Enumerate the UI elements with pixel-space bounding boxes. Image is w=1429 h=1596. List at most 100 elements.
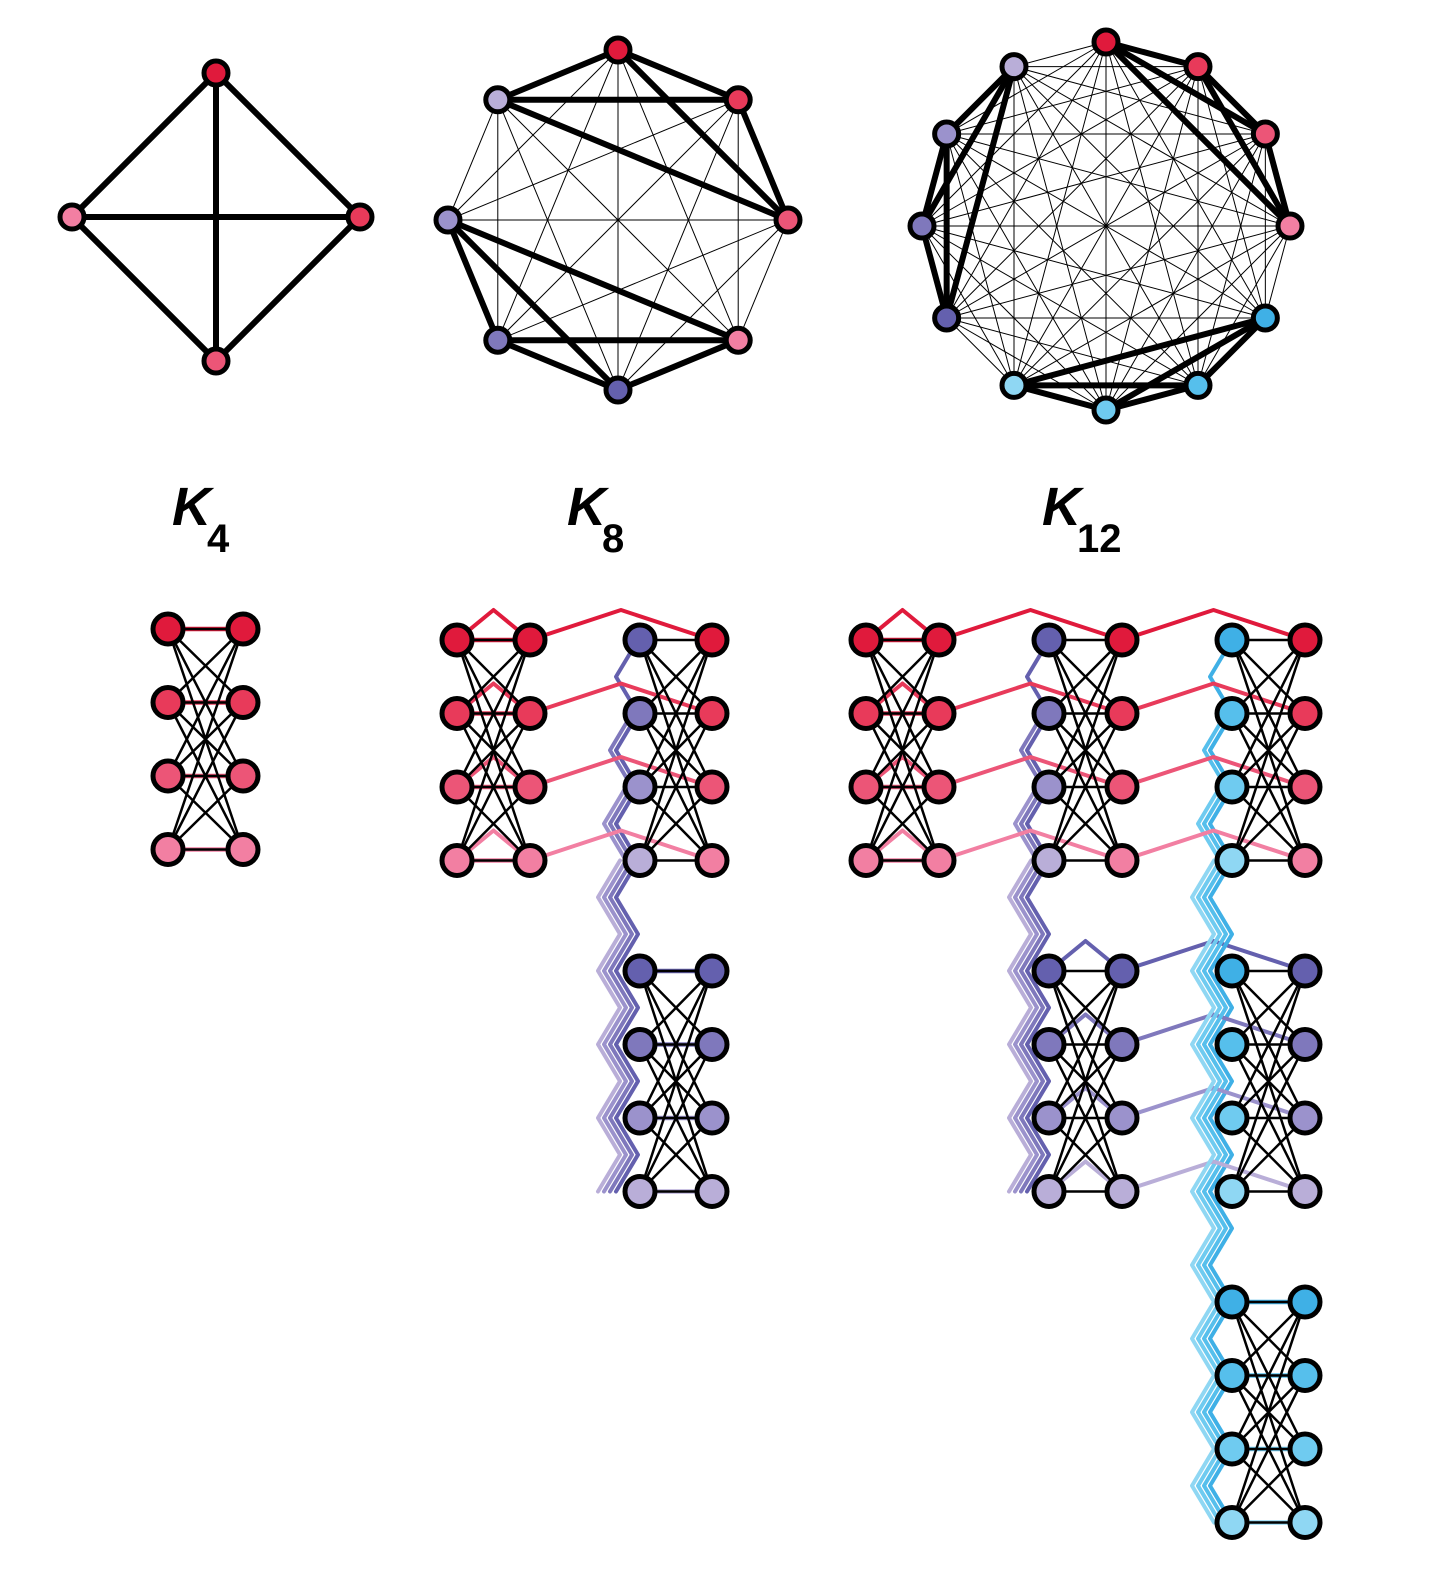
blue-chain: [1190, 858, 1216, 1525]
coupler-edge: [455, 712, 532, 862]
chain-edge: [69, 70, 219, 220]
graph-edge: [946, 225, 1291, 319]
coupler-edge: [166, 627, 245, 778]
vertex: [1275, 211, 1305, 241]
qubit-node: [150, 758, 186, 794]
chain-edge: [494, 47, 621, 103]
qubit-node: [622, 769, 658, 805]
chain-edge: [1103, 39, 1201, 70]
qubit-node: [512, 843, 548, 878]
label-k4: K 4: [172, 477, 230, 561]
coupler-edge: [166, 627, 245, 704]
red-chain: [864, 755, 1307, 789]
vertex: [1250, 303, 1280, 333]
coupler-edge: [1230, 969, 1307, 1193]
qubit-node: [1104, 1027, 1140, 1062]
qubit-node: [622, 622, 658, 658]
qubit-node: [150, 832, 186, 867]
vertex: [999, 370, 1029, 400]
graph-vertices: [57, 27, 1323, 1540]
vertex: [57, 202, 87, 232]
qubit-node: [622, 1027, 658, 1062]
vertex: [932, 303, 962, 333]
qubit-node: [1031, 1027, 1067, 1062]
graph-edge: [1013, 133, 1266, 386]
coupler-edge: [1230, 712, 1307, 862]
chain-edge: [445, 217, 621, 393]
purple-chain: [1007, 858, 1033, 1194]
qubit-node: [694, 622, 730, 658]
qubit-node: [622, 1174, 658, 1209]
qubit-node: [921, 696, 957, 731]
chain-edge: [919, 63, 1017, 229]
red-chain: [455, 828, 714, 863]
qubit-node: [1287, 1431, 1323, 1467]
qubit-node: [1214, 1431, 1250, 1467]
purple-chain: [1047, 939, 1307, 973]
graph-edge: [946, 133, 1107, 411]
vertex: [603, 35, 633, 65]
chain-edge: [494, 96, 791, 223]
purple-chain: [1047, 1159, 1307, 1194]
qubit-node: [1287, 1027, 1323, 1062]
qubit-node: [1287, 769, 1323, 805]
coupler-edge: [455, 638, 532, 862]
qubit-node: [1031, 1100, 1067, 1136]
qubit-node: [694, 953, 730, 989]
qubit-node: [225, 685, 261, 720]
qubit-node: [1214, 1358, 1250, 1393]
red-chain: [455, 608, 714, 642]
qubit-node: [1031, 953, 1067, 989]
blue-chain: [1196, 785, 1222, 1525]
graph-edge: [737, 219, 789, 341]
coupler-edge: [638, 969, 714, 1120]
vertex: [1250, 119, 1280, 149]
qubit-node: [921, 769, 957, 805]
coupler-edge: [166, 774, 245, 851]
coupler-edge: [455, 638, 532, 789]
coupler-edge: [1230, 638, 1307, 862]
qubit-node: [1214, 843, 1250, 878]
label-k12: K 12: [1042, 477, 1122, 561]
qubit-node: [1214, 1027, 1250, 1062]
vertex: [483, 325, 513, 355]
blue-chain: [1202, 711, 1228, 1525]
qubit-node: [225, 611, 261, 647]
qubit-node: [439, 843, 475, 878]
label-k4-subscript: 4: [207, 517, 230, 561]
graph-edge: [1105, 41, 1199, 386]
chain-edge: [735, 96, 791, 223]
graph-edge: [921, 225, 1015, 386]
red-chain: [864, 681, 1307, 716]
qubit-node: [225, 758, 261, 794]
vertex: [1183, 370, 1213, 400]
qubit-node: [1031, 843, 1067, 878]
qubit-node: [1214, 769, 1250, 805]
vertex: [907, 211, 937, 241]
purple-chain: [614, 638, 640, 1194]
vertex: [201, 58, 231, 88]
qubit-node: [694, 843, 730, 878]
graph-edge: [1264, 225, 1291, 319]
chain-edge: [1011, 382, 1109, 413]
chain-edge: [213, 70, 363, 220]
qubit-node: [512, 622, 548, 658]
qubit-node: [1214, 1284, 1250, 1320]
label-k8-letter: K: [567, 477, 610, 537]
coupler-edge: [1230, 1374, 1307, 1524]
coupler-edge: [166, 701, 245, 851]
chain-edge: [919, 131, 950, 229]
coupler-edge: [1047, 638, 1124, 789]
qubit-node: [1104, 843, 1140, 878]
chain-edge: [1195, 315, 1269, 389]
coupler-edge: [1047, 1043, 1124, 1193]
graph-edge: [1105, 66, 1199, 411]
qubit-node: [1287, 843, 1323, 878]
vertex: [433, 205, 463, 235]
qubit-node: [1287, 1505, 1323, 1540]
coupler-edge: [1047, 712, 1124, 862]
coupler-edge: [1047, 638, 1124, 862]
qubit-node: [1214, 953, 1250, 989]
graph-edge: [921, 133, 1266, 227]
